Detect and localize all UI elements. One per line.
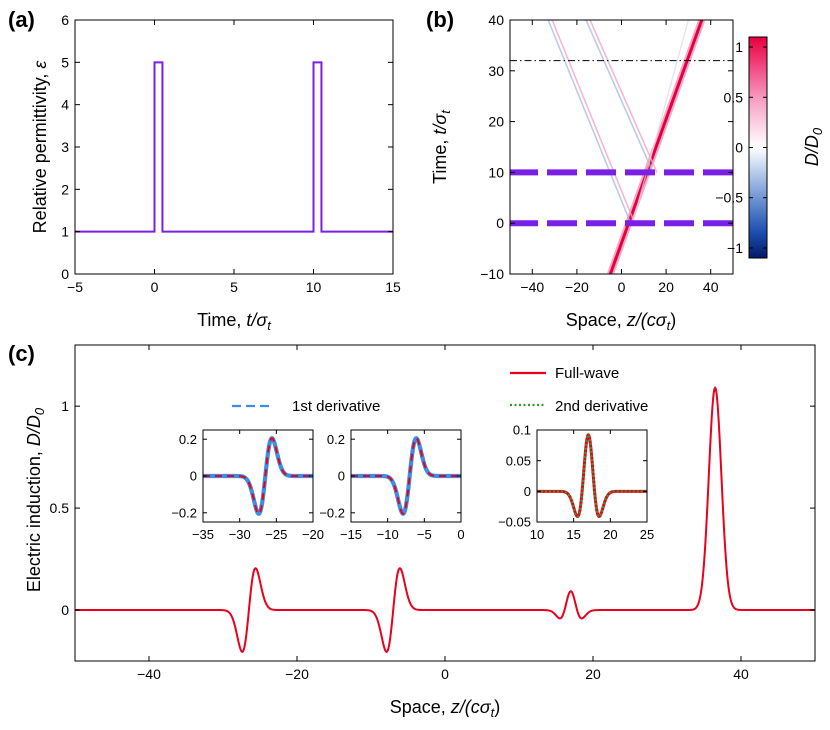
y-tick-label: 1: [61, 224, 69, 240]
y-tick-label: 20: [488, 114, 504, 130]
ray-main: [608, 20, 704, 274]
colorbar-tick-label: 0.5: [724, 89, 744, 105]
x-tick-label: −40: [137, 666, 161, 682]
legend: Full-wave 1st derivative 2nd derivative: [232, 365, 648, 415]
panel-a-frame: [74, 19, 394, 275]
permittivity-line: [75, 61, 393, 233]
y-tick-label: −0.2: [171, 505, 197, 520]
legend-1st-derivative-label: 1st derivative: [292, 398, 380, 415]
y-tick-label: 0.2: [179, 432, 197, 447]
y-tick-label: 2: [61, 181, 69, 197]
x-tick-label: −10: [377, 527, 399, 542]
y-tick-label: 0: [190, 469, 197, 484]
panel-c-xlabel: Space, z/(cσt): [390, 697, 501, 720]
x-tick-label: 0: [151, 279, 159, 295]
panel-b-plot-area: [510, 20, 733, 274]
panel-a-xlabel: Time, t/σt: [197, 310, 272, 333]
x-tick-label: −30: [229, 527, 251, 542]
panel-label-b: (b): [426, 7, 454, 32]
panel-c-ticks: −40 −20 0 20 40 0 0.5 1: [50, 345, 815, 682]
x-tick-label: −35: [192, 527, 214, 542]
y-tick-label: 5: [61, 54, 69, 70]
x-tick-label: 0: [618, 279, 626, 295]
y-tick-label: 0: [496, 215, 504, 231]
y-tick-label: 0.5: [50, 500, 70, 516]
x-tick-label: 40: [703, 279, 719, 295]
x-tick-label: 10: [306, 279, 322, 295]
y-tick-label: 0.2: [327, 432, 345, 447]
y-tick-label: 0: [61, 266, 69, 282]
colorbar-ticks: −1 −0.5 0 0.5 1: [715, 39, 767, 256]
y-tick-label: 0.05: [506, 453, 531, 468]
colorbar-tick-label: 0: [735, 140, 743, 156]
ray-positive: [589, 20, 658, 173]
panel-label-a: (a): [8, 7, 35, 32]
panel-c-chart: −40 −20 0 20 40 0 0.5 1 Space, z/(cσt) Electric…: [24, 344, 816, 720]
x-tick-label: 20: [658, 279, 674, 295]
y-tick-label: 0: [338, 469, 345, 484]
y-tick-label: 0.1: [513, 423, 531, 438]
y-tick-label: 4: [61, 97, 69, 113]
x-tick-label: −5: [67, 279, 83, 295]
legend-2nd-derivative-label: 2nd derivative: [555, 398, 648, 415]
ray-faint: [631, 20, 690, 224]
y-tick-label: 3: [61, 139, 69, 155]
panel-a-ylabel: Relative permittivity, ε: [30, 60, 50, 234]
x-tick-label: −5: [417, 527, 432, 542]
full-wave-line: [75, 386, 815, 653]
x-tick-label: 0: [441, 666, 449, 682]
x-tick-label: −15: [340, 527, 362, 542]
inset-derivative-line: [537, 433, 647, 518]
ray-negative: [547, 20, 632, 224]
x-tick-label: 5: [230, 279, 238, 295]
x-tick-label: 20: [603, 527, 617, 542]
x-tick-label: 0: [457, 527, 464, 542]
inset-3: 10 15 20 25 −0.05 0 0.05 0.1: [498, 423, 654, 542]
colorbar-tick-label: −1: [727, 240, 743, 256]
y-tick-label: 6: [61, 12, 69, 28]
colorbar-label: D/D0: [802, 127, 825, 166]
y-tick-label: 0: [524, 484, 531, 499]
y-tick-label: −0.05: [498, 515, 531, 530]
y-tick-label: 10: [488, 164, 504, 180]
x-tick-label: −20: [565, 279, 589, 295]
panel-label-c: (c): [8, 341, 35, 366]
x-tick-label: −20: [302, 527, 324, 542]
y-tick-label: −10: [480, 266, 504, 282]
colorbar-tick-label: −0.5: [715, 190, 743, 206]
inset-1: −35 −30 −25 −20 −0.2 0 0.2: [171, 429, 324, 542]
inset-full-wave-line: [203, 437, 313, 515]
panel-c-ylabel: Electric induction, D/D0: [24, 407, 47, 592]
x-tick-label: 15: [566, 527, 580, 542]
panel-c-plot-area: [75, 386, 815, 653]
inset-full-wave-line: [351, 437, 461, 515]
inset-frame: [536, 429, 648, 523]
y-tick-label: −0.2: [319, 505, 345, 520]
x-tick-label: 15: [385, 279, 401, 295]
x-tick-label: −40: [520, 279, 544, 295]
x-tick-label: 40: [733, 666, 749, 682]
panel-b-ticks: −40 −20 0 20 40 −10 0 10 20 30 40: [480, 12, 733, 295]
x-tick-label: −25: [265, 527, 287, 542]
y-tick-label: 30: [488, 63, 504, 79]
x-tick-label: 20: [585, 666, 601, 682]
colorbar-tick-label: 1: [735, 39, 743, 55]
y-tick-label: 1: [61, 398, 69, 414]
panel-b-xlabel: Space, z/(cσt): [566, 310, 677, 333]
y-tick-label: 40: [488, 12, 504, 28]
x-tick-label: −20: [285, 666, 309, 682]
ray-negative: [585, 20, 654, 173]
panel-a-plot-area: [75, 61, 393, 233]
ray-positive: [551, 20, 636, 224]
x-tick-label: 25: [640, 527, 654, 542]
y-tick-label: 0: [61, 602, 69, 618]
x-tick-label: 10: [530, 527, 544, 542]
legend-fullwave-label: Full-wave: [555, 365, 619, 382]
inset-2: −15 −10 −5 0 −0.2 0 0.2: [319, 429, 465, 542]
panel-b-ylabel: Time, t/σt: [430, 109, 453, 184]
